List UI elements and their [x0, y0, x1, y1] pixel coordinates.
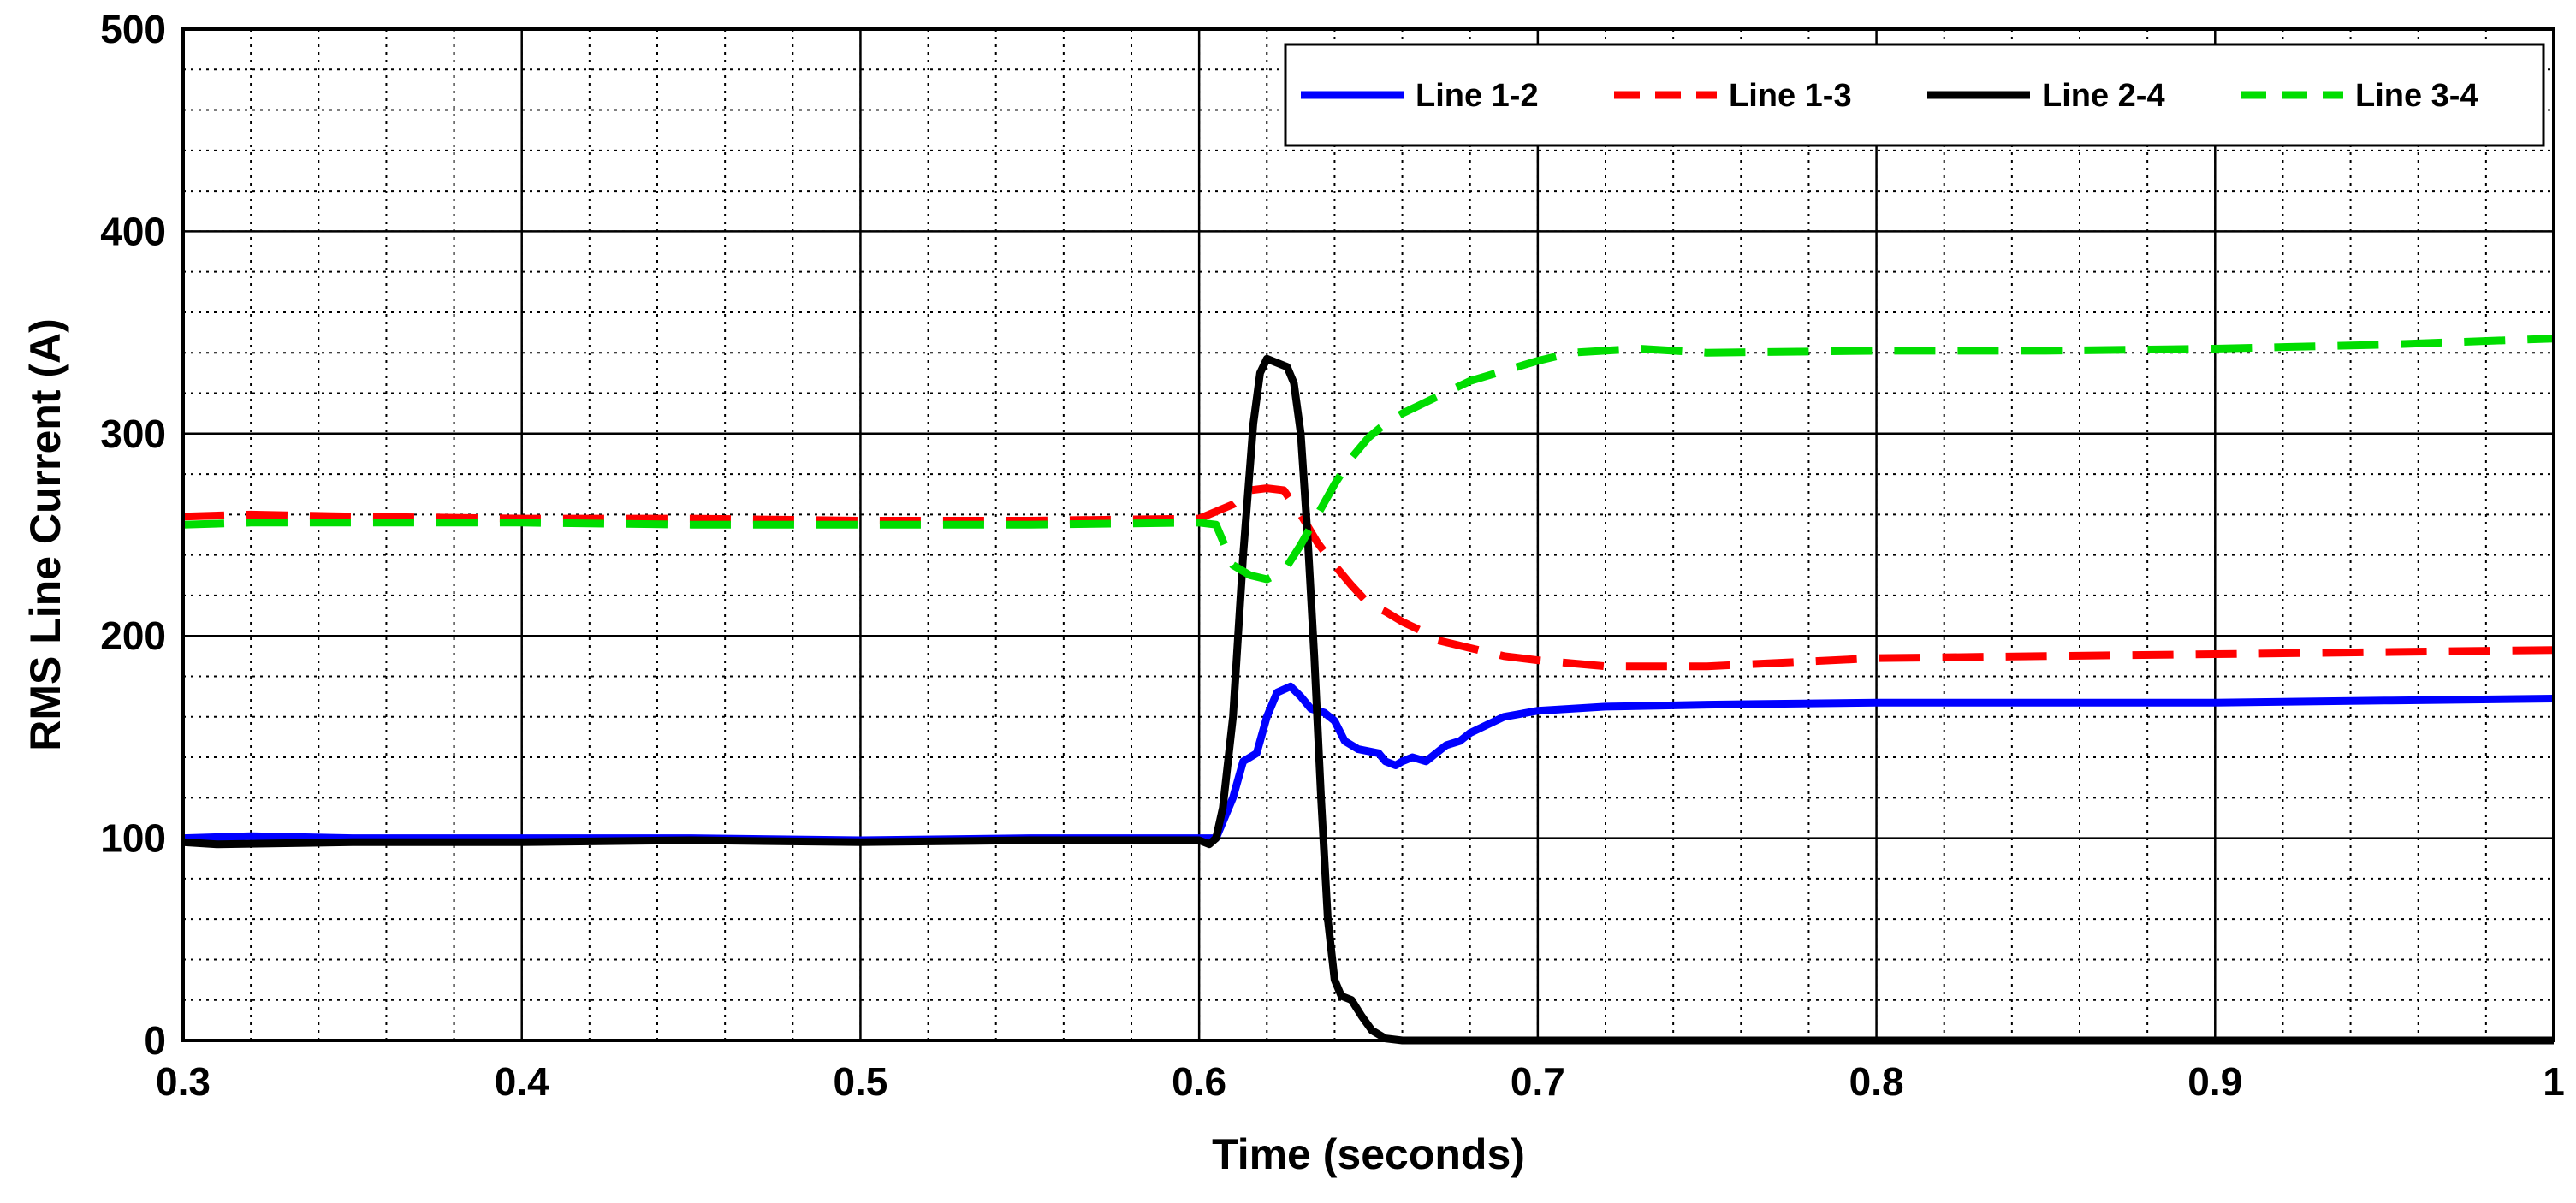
- legend-label: Line 1-2: [1416, 78, 1539, 114]
- series-line-line-2-4: [182, 354, 2554, 1045]
- x-tick-label: 0.8: [1849, 1059, 1904, 1104]
- y-tick-label: 0: [144, 1018, 166, 1063]
- legend-label: Line 1-3: [1729, 78, 1852, 114]
- x-tick-label: 0.7: [1511, 1059, 1565, 1104]
- x-tick-label: 0.4: [495, 1059, 549, 1104]
- plot-frame: [181, 27, 2555, 1042]
- x-axis-label: Time (seconds): [1212, 1130, 1525, 1178]
- x-tick-labels: 0.3 0.4 0.5 0.6 0.7 0.8 0.9 1: [156, 1059, 2565, 1104]
- y-tick-label: 100: [100, 816, 166, 861]
- x-tick-label: 0.5: [833, 1059, 887, 1104]
- legend: Line 1-2 Line 1-3 Line 2-4 Line 3-4: [1284, 43, 2545, 147]
- legend-label: Line 3-4: [2355, 78, 2478, 114]
- legend-label: Line 2-4: [2042, 78, 2165, 114]
- series-line-line-3-4: [182, 335, 2555, 584]
- y-tick-label: 400: [100, 209, 166, 253]
- x-tick-label: 0.3: [156, 1059, 211, 1104]
- x-tick-label: 0.6: [1172, 1059, 1226, 1104]
- y-tick-label: 500: [100, 7, 166, 51]
- y-tick-labels: 0 100 200 300 400 500: [100, 7, 166, 1063]
- series-lines: [182, 335, 2555, 1045]
- x-tick-label: 0.9: [2187, 1059, 2242, 1104]
- y-axis-label: RMS Line Current (A): [21, 318, 69, 751]
- x-tick-label: 1: [2543, 1059, 2565, 1104]
- series-line-line-1-3: [182, 484, 2555, 671]
- y-tick-label: 200: [100, 613, 166, 658]
- y-tick-label: 300: [100, 412, 166, 456]
